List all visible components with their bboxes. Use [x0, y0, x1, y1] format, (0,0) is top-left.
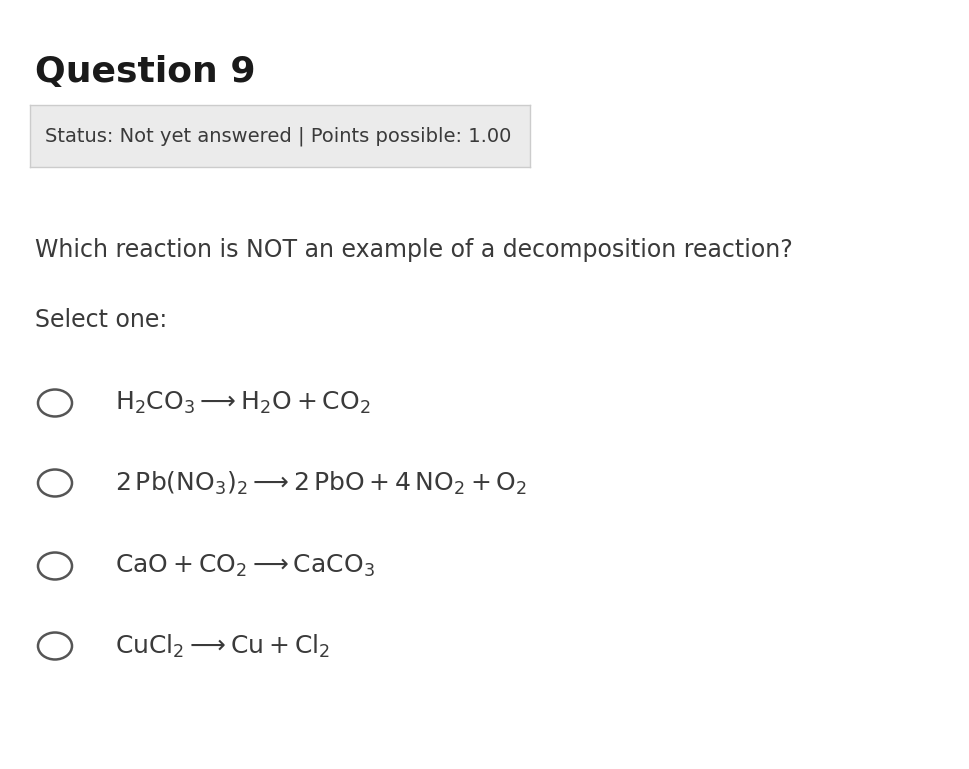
Text: Which reaction is NOT an example of a decomposition reaction?: Which reaction is NOT an example of a de… — [35, 238, 792, 262]
Text: Question 9: Question 9 — [35, 55, 256, 89]
Text: Select one:: Select one: — [35, 308, 167, 332]
Text: $\mathrm{CaO + CO_2 \longrightarrow CaCO_3}$: $\mathrm{CaO + CO_2 \longrightarrow CaCO… — [115, 553, 374, 579]
Text: $\mathrm{2\,Pb(NO_3)_2 \longrightarrow 2\,PbO + 4\,NO_2 + O_2}$: $\mathrm{2\,Pb(NO_3)_2 \longrightarrow 2… — [115, 469, 527, 497]
Text: $\mathrm{CuCl_2 \longrightarrow Cu + Cl_2}$: $\mathrm{CuCl_2 \longrightarrow Cu + Cl_… — [115, 632, 330, 660]
Text: $\mathrm{H_2CO_3 \longrightarrow H_2O + CO_2}$: $\mathrm{H_2CO_3 \longrightarrow H_2O + … — [115, 390, 370, 416]
Text: Status: Not yet answered | Points possible: 1.00: Status: Not yet answered | Points possib… — [45, 126, 511, 146]
